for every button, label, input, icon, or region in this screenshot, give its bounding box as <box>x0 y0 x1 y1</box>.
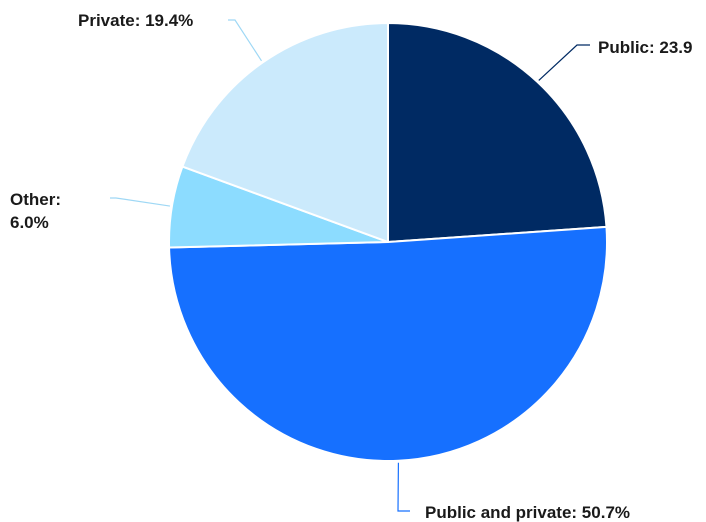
leader-lines <box>110 19 590 512</box>
label-private: Private: 19.4% <box>78 11 193 30</box>
label-public-and-private: Public and private: 50.7% <box>425 503 630 522</box>
slice-private <box>181 22 389 243</box>
leader-public-and-private <box>397 462 410 512</box>
leader-other <box>110 197 171 207</box>
slice-public-and-private <box>168 225 608 462</box>
label-other-line1: Other: <box>10 190 61 209</box>
leader-private <box>228 19 262 62</box>
leader-public <box>538 44 590 81</box>
label-public: Public: 23.9 <box>598 38 692 57</box>
pie-slices <box>168 22 608 462</box>
slice-public <box>387 22 608 243</box>
label-other-line2: 6.0% <box>10 213 49 232</box>
